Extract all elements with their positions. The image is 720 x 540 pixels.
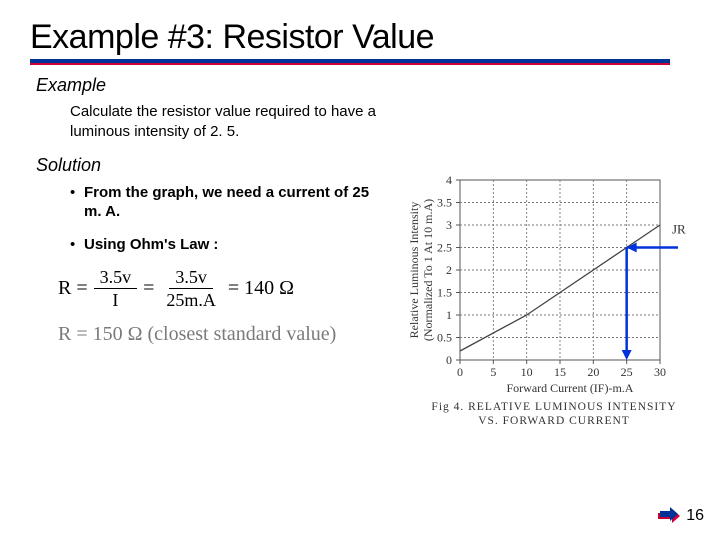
page-number: 16	[658, 506, 704, 526]
svg-text:1: 1	[446, 308, 452, 322]
chart: 0 5 10 15 20 25 30 0 0.5 1 1.5 2 2.5 3 3.5 4 JR Forward C…	[402, 172, 702, 442]
svg-text:(Normalized To 1 At 10 m.A): (Normalized To 1 At 10 m.A)	[421, 199, 435, 341]
svg-text:4: 4	[446, 173, 452, 187]
svg-text:3.5: 3.5	[437, 196, 452, 210]
example-label: Example	[36, 75, 690, 96]
svg-text:25: 25	[621, 365, 633, 379]
eq-den: 25m.A	[160, 289, 222, 309]
eq-den: I	[106, 289, 124, 309]
svg-text:Relative Luminous Intensity: Relative Luminous Intensity	[407, 202, 421, 339]
svg-text:Forward Current (IF)-m.A: Forward Current (IF)-m.A	[507, 381, 634, 395]
svg-text:JR: JR	[672, 222, 686, 237]
page-title: Example #3: Resistor Value	[30, 18, 690, 57]
logo-icon	[658, 506, 680, 526]
eq-lhs: R =	[58, 277, 88, 300]
page-number-text: 16	[686, 507, 704, 525]
example-text: Calculate the resistor value required to…	[70, 102, 410, 141]
svg-text:2: 2	[446, 263, 452, 277]
svg-text:1.5: 1.5	[437, 286, 452, 300]
svg-text:VS. FORWARD CURRENT: VS. FORWARD CURRENT	[478, 415, 630, 427]
svg-text:0: 0	[457, 365, 463, 379]
svg-text:10: 10	[521, 365, 533, 379]
eq-num: 3.5v	[169, 268, 213, 289]
svg-text:0: 0	[446, 353, 452, 367]
eq-eq: =	[143, 277, 154, 300]
svg-text:Fig 4. RELATIVE LUMINOUS: Fig 4. RELATIVE LUMINOUS INTENSITY	[431, 401, 676, 413]
bullet-text: From the graph, we need a current of 25 …	[84, 184, 390, 222]
eq-num: 3.5v	[94, 268, 138, 289]
svg-text:5: 5	[490, 365, 496, 379]
bullet-text: Using Ohm's Law :	[84, 236, 218, 255]
bullet-item: • From the graph, we need a current of 2…	[70, 184, 390, 222]
title-underline	[30, 59, 670, 65]
svg-text:30: 30	[654, 365, 666, 379]
svg-text:0.5: 0.5	[437, 331, 452, 345]
svg-text:15: 15	[554, 365, 566, 379]
svg-text:20: 20	[587, 365, 599, 379]
chart-svg: 0 5 10 15 20 25 30 0 0.5 1 1.5 2 2.5 3 3.5 4 JR Forward C…	[402, 172, 702, 442]
svg-text:2.5: 2.5	[437, 241, 452, 255]
svg-text:3: 3	[446, 218, 452, 232]
eq-rhs: = 140 Ω	[228, 277, 294, 300]
bullet-item: • Using Ohm's Law :	[70, 236, 390, 255]
